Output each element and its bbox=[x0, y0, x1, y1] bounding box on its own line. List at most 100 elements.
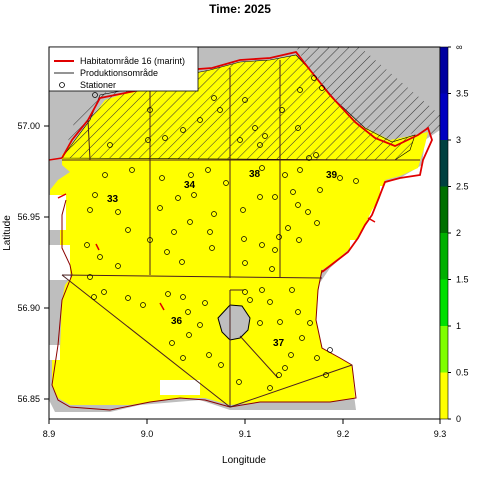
station-marker bbox=[157, 205, 163, 211]
colorbar-segment bbox=[440, 186, 448, 233]
station-marker bbox=[257, 320, 263, 326]
station-marker bbox=[97, 254, 103, 260]
station-marker bbox=[147, 237, 153, 243]
station-marker bbox=[257, 194, 263, 200]
station-marker bbox=[175, 195, 181, 201]
station-marker bbox=[164, 249, 170, 255]
no-data-area bbox=[49, 130, 440, 419]
station-marker bbox=[295, 309, 301, 315]
station-marker bbox=[242, 289, 248, 295]
y-tick-label: 56.95 bbox=[17, 212, 40, 222]
station-marker bbox=[186, 332, 192, 338]
station-marker bbox=[180, 127, 186, 133]
station-marker bbox=[147, 107, 153, 113]
station-marker bbox=[159, 175, 165, 181]
station-marker bbox=[91, 294, 97, 300]
colorbar-segment bbox=[440, 233, 448, 280]
legend: Habitatområde 16 (marint) Produktionsomr… bbox=[48, 46, 199, 92]
station-marker bbox=[187, 219, 193, 225]
y-tick-label: 56.85 bbox=[17, 394, 40, 404]
station-marker bbox=[242, 260, 248, 266]
station-marker bbox=[237, 137, 243, 143]
station-marker bbox=[240, 207, 246, 213]
stations bbox=[84, 75, 359, 391]
legend-station-label: Stationer bbox=[80, 80, 116, 90]
x-axis-label: Longitude bbox=[222, 455, 266, 466]
colorbar-label: 0 bbox=[456, 414, 461, 424]
station-marker bbox=[107, 142, 113, 148]
station-marker bbox=[218, 362, 224, 368]
colorbar-segment bbox=[440, 326, 448, 373]
station-marker bbox=[165, 291, 171, 297]
station-marker bbox=[276, 234, 282, 240]
station-marker bbox=[277, 319, 283, 325]
station-marker bbox=[125, 227, 131, 233]
colorbar-label: 3 bbox=[456, 135, 461, 145]
station-marker bbox=[307, 320, 313, 326]
legend-station-swatch bbox=[59, 82, 65, 88]
station-marker bbox=[188, 172, 194, 178]
map-panel: 33 34 38 39 36 37 bbox=[49, 47, 440, 419]
colorbar: 0 0.5 1 1.5 2 2.5 3 3.5 ∞ bbox=[439, 42, 469, 424]
station-marker bbox=[115, 263, 121, 269]
station-marker bbox=[319, 85, 325, 91]
legend-habitat-label: Habitatområde 16 (marint) bbox=[80, 56, 185, 66]
hatched-land-ne bbox=[296, 47, 440, 142]
station-marker bbox=[297, 87, 303, 93]
legend-production-label: Produktionsområde bbox=[80, 68, 158, 78]
station-marker bbox=[267, 299, 273, 305]
station-marker bbox=[197, 322, 203, 328]
station-marker bbox=[115, 209, 121, 215]
station-marker bbox=[279, 107, 285, 113]
station-marker bbox=[252, 125, 258, 131]
station-marker bbox=[305, 209, 311, 215]
station-marker bbox=[179, 259, 185, 265]
station-marker bbox=[129, 167, 135, 173]
station-marker bbox=[282, 365, 288, 371]
station-marker bbox=[202, 300, 208, 306]
station-marker bbox=[162, 135, 168, 141]
station-marker bbox=[223, 180, 229, 186]
station-marker bbox=[217, 107, 223, 113]
x-tick-label: 9.2 bbox=[337, 429, 350, 439]
colorbar-segment bbox=[440, 372, 448, 419]
station-marker bbox=[295, 202, 301, 208]
station-marker bbox=[92, 192, 98, 198]
colorbar-segment bbox=[440, 47, 448, 94]
production-boundaries bbox=[61, 60, 420, 408]
station-marker bbox=[259, 165, 265, 171]
area-label-38: 38 bbox=[249, 169, 261, 180]
area-label-37: 37 bbox=[273, 338, 285, 349]
station-marker bbox=[267, 385, 273, 391]
colorbar-label: 2 bbox=[456, 228, 461, 238]
station-marker bbox=[317, 187, 323, 193]
area-label-33: 33 bbox=[107, 194, 119, 205]
station-marker bbox=[272, 194, 278, 200]
island bbox=[217, 304, 251, 341]
station-marker bbox=[276, 372, 282, 378]
area-label-34: 34 bbox=[184, 180, 196, 191]
station-marker bbox=[242, 97, 248, 103]
station-marker bbox=[145, 137, 151, 143]
station-marker bbox=[87, 274, 93, 280]
colorbar-label: 0.5 bbox=[456, 368, 469, 378]
habitat-line-west bbox=[49, 157, 376, 311]
y-tick-label: 56.90 bbox=[17, 303, 40, 313]
x-tick-label: 9.1 bbox=[239, 429, 252, 439]
station-marker bbox=[297, 167, 303, 173]
station-marker bbox=[327, 347, 333, 353]
station-marker bbox=[314, 220, 320, 226]
station-marker bbox=[125, 295, 131, 301]
station-marker bbox=[140, 302, 146, 308]
station-marker bbox=[306, 155, 312, 161]
station-marker bbox=[209, 245, 215, 251]
hatched-land-nw bbox=[65, 80, 110, 150]
x-tick-label: 8.9 bbox=[43, 429, 56, 439]
station-marker bbox=[84, 242, 90, 248]
station-marker bbox=[247, 297, 253, 303]
x-tick-label: 9.0 bbox=[141, 429, 154, 439]
station-marker bbox=[180, 355, 186, 361]
station-marker bbox=[211, 211, 217, 217]
station-marker bbox=[262, 133, 268, 139]
